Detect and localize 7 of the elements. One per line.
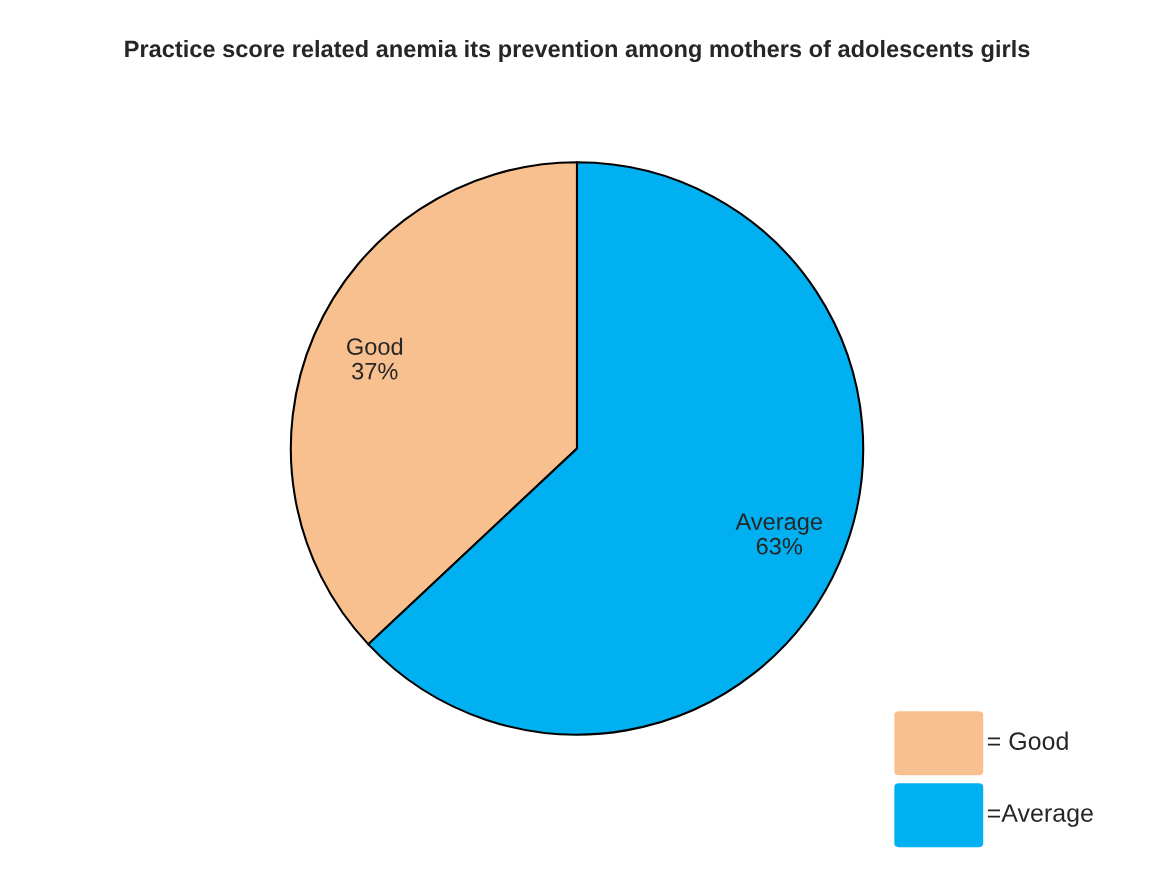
slice-label: Average [735, 513, 822, 535]
chart-title: Practice score related anemia its prevention among mothers of adolescents girls [125, 39, 1030, 63]
data-label: 37% [352, 362, 398, 380]
slice-label: Good [347, 337, 403, 355]
text: = Good [987, 731, 1068, 750]
text: =Average [987, 804, 1093, 827]
data-label: 63% [756, 537, 803, 555]
